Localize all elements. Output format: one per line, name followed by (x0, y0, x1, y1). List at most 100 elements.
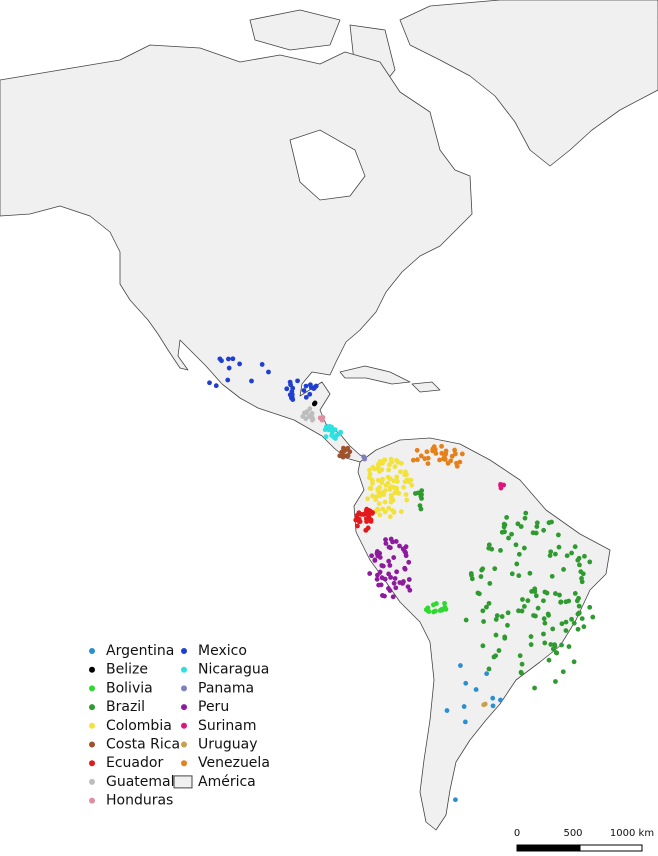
legend-label: Bolivia (106, 680, 153, 696)
site-point (375, 572, 380, 578)
site-point (307, 391, 313, 397)
site-point (509, 571, 515, 577)
site-point (425, 455, 431, 461)
site-point (303, 410, 309, 416)
legend-label: Panama (198, 680, 254, 696)
site-point (393, 539, 399, 544)
site-point (490, 695, 496, 701)
site-point (557, 592, 562, 598)
site-point (398, 509, 404, 515)
site-point (528, 642, 534, 647)
hispaniola (411, 381, 441, 393)
site-point (439, 450, 445, 456)
site-point (207, 380, 212, 386)
site-point (375, 507, 381, 513)
site-point (376, 501, 382, 507)
site-point (410, 457, 416, 463)
site-point (307, 406, 313, 412)
site-point (519, 661, 525, 667)
site-point (398, 469, 403, 475)
site-point (364, 519, 369, 524)
legend-label: Belize (106, 662, 148, 678)
site-point (487, 581, 493, 586)
site-point (522, 515, 528, 521)
cuba (339, 365, 411, 385)
site-point (541, 598, 546, 604)
site-point (521, 545, 527, 551)
site-point (505, 610, 511, 616)
scale-label: 500 (563, 828, 582, 839)
site-point (377, 493, 383, 499)
site-point (382, 488, 388, 494)
site-point (402, 566, 408, 572)
site-point (480, 643, 486, 649)
site-point (370, 481, 375, 486)
legend-label: Nicaragua (198, 662, 269, 678)
site-point (433, 450, 439, 456)
site-point (442, 600, 447, 606)
site-point (382, 509, 388, 515)
legend-marker (89, 797, 95, 804)
site-point (476, 591, 482, 597)
site-point (566, 644, 572, 649)
site-point (486, 666, 492, 672)
site-point (577, 562, 582, 568)
site-point (574, 598, 580, 604)
site-point (449, 453, 455, 459)
site-point (375, 465, 381, 470)
scale-label: 0 (514, 828, 520, 839)
site-point (587, 559, 593, 565)
site-point (590, 614, 596, 620)
site-point (406, 559, 412, 565)
site-point (433, 601, 439, 606)
legend-marker (89, 704, 95, 711)
site-point (368, 518, 374, 524)
site-point (542, 620, 548, 626)
site-point (496, 648, 502, 653)
legend-marker (89, 666, 95, 673)
site-point (550, 626, 556, 632)
site-point (498, 481, 503, 487)
legend-marker (181, 741, 187, 748)
site-point (520, 597, 525, 602)
site-point (569, 550, 574, 556)
site-point (582, 553, 587, 559)
site-point (287, 379, 293, 385)
site-point (394, 569, 400, 575)
site-point (433, 608, 438, 614)
site-point (390, 508, 396, 513)
site-point (374, 576, 380, 582)
site-point (563, 628, 569, 634)
site-point (344, 453, 350, 459)
site-point (545, 611, 551, 617)
site-point (386, 467, 392, 473)
site-point (571, 659, 577, 665)
site-point (322, 427, 328, 433)
site-point (535, 605, 541, 611)
site-point (452, 447, 458, 453)
site-point (552, 643, 558, 649)
site-point (463, 680, 469, 686)
legend-marker (89, 648, 95, 654)
site-point (259, 362, 265, 367)
site-point (377, 512, 383, 518)
site-point (457, 459, 463, 465)
south-america (353, 437, 611, 831)
site-point (383, 537, 388, 542)
site-point (546, 657, 552, 663)
site-point (555, 532, 561, 538)
site-point (458, 663, 463, 668)
site-point (377, 555, 383, 560)
site-point (504, 514, 510, 520)
site-point (430, 446, 436, 452)
site-point (556, 544, 562, 550)
site-point (531, 613, 536, 618)
site-point (372, 466, 378, 472)
site-point (560, 669, 566, 675)
site-point (391, 580, 397, 586)
site-point (401, 579, 406, 584)
site-point (541, 631, 546, 637)
legend-label: Brazil (106, 699, 145, 715)
site-point (489, 546, 495, 552)
legend-marker (89, 760, 95, 767)
